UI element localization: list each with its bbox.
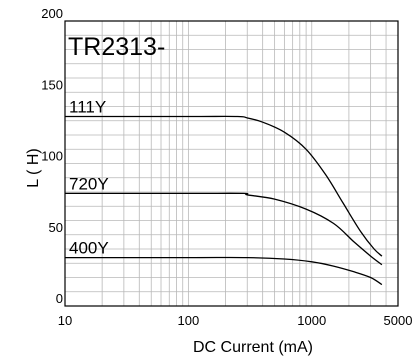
series-label-720Y: 720Y <box>69 174 109 193</box>
x-tick-label: 1000 <box>297 313 326 328</box>
y-tick-label: 200 <box>41 6 63 21</box>
x-tick-label: 100 <box>178 313 200 328</box>
tick-labels: 10 100 1000 5000 0 50 100 150 200 <box>41 6 412 328</box>
chart-title: TR2313- <box>68 33 165 61</box>
series-line-720Y <box>65 192 383 266</box>
series-curves <box>65 115 383 286</box>
series-labels: 111Y 720Y 400Y <box>69 97 109 257</box>
y-tick-label: 150 <box>41 77 63 92</box>
y-tick-label: 50 <box>49 220 63 235</box>
y-axis-label: L ( H) <box>25 148 42 187</box>
series-line-400Y <box>65 256 383 286</box>
y-tick-label: 100 <box>41 149 63 164</box>
x-tick-label: 10 <box>58 313 72 328</box>
series-label-400Y: 400Y <box>69 239 109 258</box>
series-line-111Y <box>65 115 383 257</box>
plot-frame <box>64 20 399 307</box>
x-tick-label: 5000 <box>384 313 413 328</box>
series-label-111Y: 111Y <box>69 97 106 116</box>
y-tick-label: 0 <box>56 291 63 306</box>
grid-lines <box>65 21 398 306</box>
x-axis-label: DC Current (mA) <box>193 339 313 356</box>
